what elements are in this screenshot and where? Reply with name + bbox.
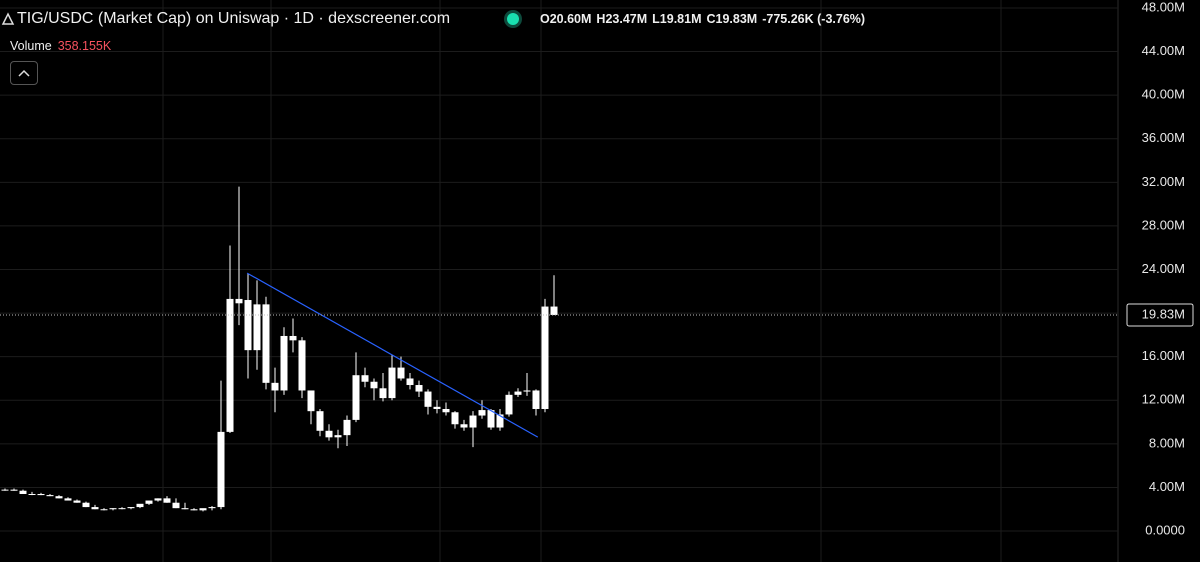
candle-body <box>379 388 387 399</box>
candle-body <box>298 340 306 391</box>
candle-body <box>19 490 27 494</box>
candle-body <box>316 411 324 431</box>
collapse-button[interactable] <box>10 61 38 85</box>
candle-body <box>325 430 333 438</box>
candle-body <box>415 385 423 392</box>
candle-body <box>343 419 351 436</box>
y-tick-label: 40.00M <box>1142 87 1185 102</box>
icon <box>1 12 15 25</box>
time-grid <box>162 0 1002 562</box>
y-tick-label: 32.00M <box>1142 174 1185 189</box>
candle-body <box>433 406 441 409</box>
candle-body <box>469 415 477 428</box>
candle-body <box>253 304 261 351</box>
close-readout: C19.83M <box>706 12 758 26</box>
candle-body <box>118 508 126 510</box>
candle-body <box>91 507 99 510</box>
candle-body <box>181 508 189 510</box>
candle-body <box>226 298 234 432</box>
low-readout: L19.81M <box>652 12 702 26</box>
y-tick-label: 12.00M <box>1142 392 1185 407</box>
candle-body <box>1 489 9 491</box>
candle-body <box>352 375 360 420</box>
candle-body <box>262 304 270 383</box>
candle-body <box>307 390 315 412</box>
candle-body <box>334 435 342 438</box>
candle-body <box>478 410 486 416</box>
candle-body <box>163 498 171 503</box>
high-readout: H23.47M <box>596 12 648 26</box>
candle-body <box>73 500 81 503</box>
candle-body <box>37 493 45 496</box>
candle-body <box>280 335 288 391</box>
y-tick-label: 4.00M <box>1149 479 1185 494</box>
candle-body <box>505 394 513 415</box>
candle-body <box>217 431 225 508</box>
y-tick-label: 24.00M <box>1142 261 1185 276</box>
y-tick-label: 0.0000 <box>1145 522 1185 537</box>
candle-body <box>28 493 36 495</box>
last-price-label: 19.83M <box>1142 306 1185 321</box>
candle-body <box>172 502 180 509</box>
candle-body <box>244 300 252 351</box>
candle-body <box>523 390 531 392</box>
y-tick-label: 36.00M <box>1142 130 1185 145</box>
candle-body <box>145 500 153 504</box>
y-tick-label: 8.00M <box>1149 435 1185 450</box>
candle-body <box>406 378 414 386</box>
candle-body <box>361 375 369 382</box>
candle-body <box>424 391 432 407</box>
candle-body <box>496 414 504 428</box>
candle-body <box>82 502 90 508</box>
status-dot <box>507 13 519 25</box>
candle-body <box>136 503 144 508</box>
change-readout: -775.26K (-3.76%) <box>762 12 866 26</box>
candle-body <box>532 390 540 409</box>
candle-body <box>235 298 243 304</box>
volume-label: Volume <box>10 39 52 53</box>
candle-body <box>55 496 63 499</box>
chevron <box>18 69 30 77</box>
candle-body <box>388 367 396 399</box>
candle-body <box>127 507 135 509</box>
candle-body <box>442 408 450 413</box>
open-readout: O20.60M <box>540 12 592 26</box>
readout: O20.60M H23.47M L19.81M C19.83M -775.26K (-3… <box>540 12 870 26</box>
y-tick-label: 16.00M <box>1142 348 1185 363</box>
volume-value: 358.155K <box>57 39 112 53</box>
candle-body <box>451 412 459 425</box>
y-tick-label: 44.00M <box>1142 43 1185 58</box>
title: TIG/USDC (Market Cap) on Uniswap · 1D · … <box>17 10 451 27</box>
candle-body <box>109 508 117 510</box>
candle-body <box>550 306 558 315</box>
candle-body <box>289 335 297 341</box>
candle-body <box>514 391 522 395</box>
candle-body <box>370 381 378 389</box>
candle-body <box>100 509 108 511</box>
candle-body <box>460 424 468 428</box>
last-price-box <box>1126 303 1194 327</box>
candle-body <box>487 410 495 428</box>
candle-body <box>208 507 216 509</box>
candle-body <box>154 498 162 501</box>
candle-body <box>541 306 549 409</box>
candle-body <box>397 367 405 379</box>
candle-body <box>271 382 279 391</box>
candle-body <box>64 498 72 501</box>
candle-body <box>46 495 54 497</box>
candle-body <box>10 489 18 491</box>
candle-body <box>199 508 207 511</box>
candle-body <box>190 509 198 511</box>
trendline <box>246 272 539 438</box>
volume-legend: Volume 358.155K <box>10 39 111 53</box>
y-tick-label: 48.00M <box>1142 0 1185 14</box>
y-tick-label: 28.00M <box>1142 217 1185 232</box>
